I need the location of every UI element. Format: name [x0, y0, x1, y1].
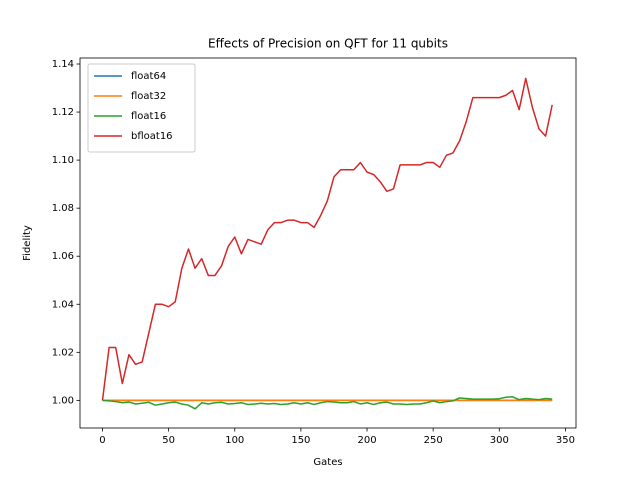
x-axis-label: Gates — [313, 457, 342, 468]
y-tick-label: 1.14 — [52, 59, 74, 70]
series-line — [101, 77, 553, 401]
legend-label: float16 — [131, 111, 166, 122]
y-tick-label: 1.08 — [52, 203, 74, 214]
x-tick-label: 200 — [357, 435, 376, 446]
legend-label: bfloat16 — [131, 131, 173, 142]
y-tick-label: 1.00 — [52, 395, 74, 406]
y-tick-label: 1.06 — [52, 251, 74, 262]
y-tick-label: 1.02 — [52, 347, 74, 358]
x-tick-label: 100 — [225, 435, 244, 446]
legend-label: float64 — [131, 71, 166, 82]
x-tick-label: 0 — [99, 435, 105, 446]
x-tick-label: 350 — [556, 435, 575, 446]
legend-label: float32 — [131, 91, 166, 102]
y-axis-label: Fidelity — [22, 225, 33, 261]
chart-title: Effects of Precision on QFT for 11 qubit… — [208, 37, 448, 51]
y-tick-label: 1.04 — [52, 299, 74, 310]
series-line — [102, 396, 553, 410]
x-tick-label: 50 — [162, 435, 175, 446]
plot-frame — [79, 57, 577, 429]
legend-box — [87, 63, 196, 153]
x-tick-label: 150 — [291, 435, 310, 446]
x-tick-label: 250 — [424, 435, 443, 446]
x-tick-label: 300 — [490, 435, 509, 446]
y-tick-label: 1.10 — [52, 155, 74, 166]
y-tick-label: 1.12 — [52, 107, 74, 118]
